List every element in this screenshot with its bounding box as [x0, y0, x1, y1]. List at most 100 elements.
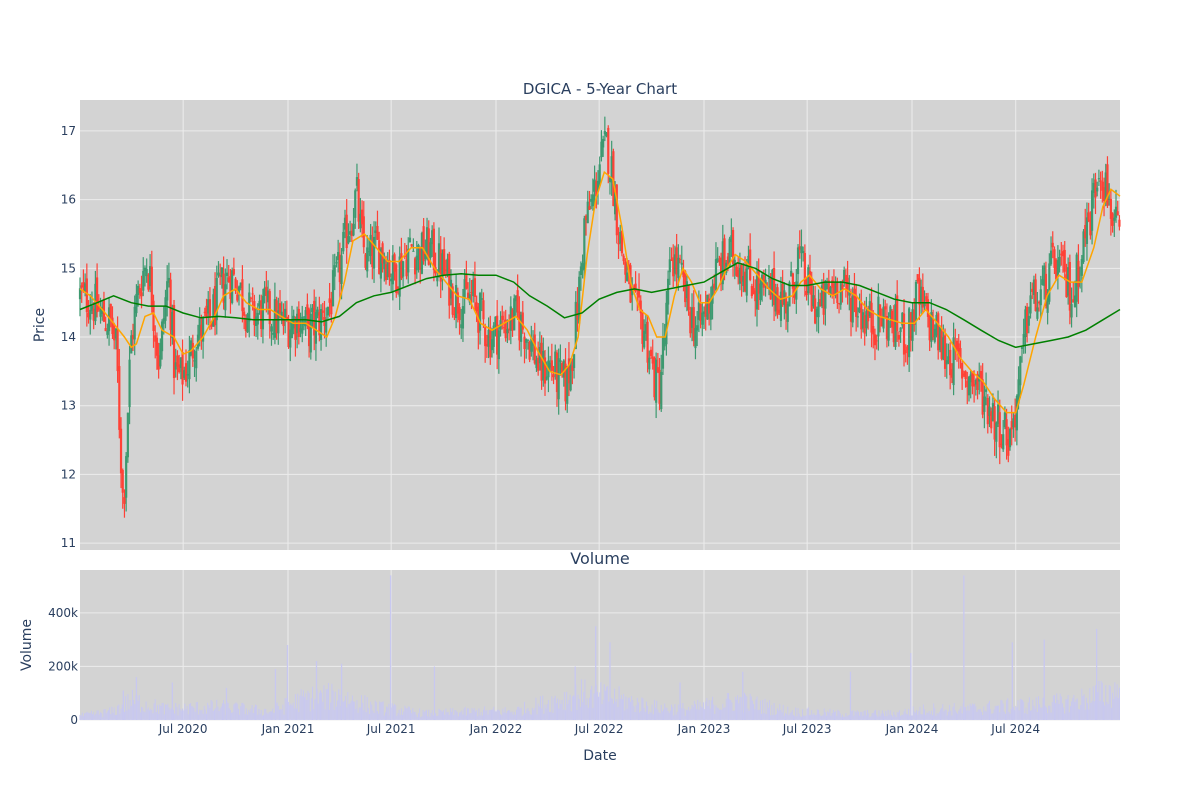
volume-x-tick-label: Jul 2021	[366, 722, 416, 736]
candle-body	[1053, 249, 1056, 268]
candle-body	[567, 358, 571, 384]
candle-body	[318, 312, 321, 336]
candle-body	[195, 351, 198, 369]
candle-body	[340, 255, 343, 284]
candle-body	[774, 291, 777, 312]
candle-body	[737, 269, 740, 278]
candle-body	[572, 354, 576, 369]
candle-body	[694, 327, 697, 349]
volume-x-tick-label: Jul 2022	[574, 722, 624, 736]
candle-body	[644, 324, 647, 334]
candle-body	[470, 292, 473, 294]
candle-body	[482, 300, 485, 320]
candle-body	[526, 339, 530, 341]
volume-x-tick-label: Jul 2020	[158, 722, 208, 736]
candle-body	[1096, 187, 1099, 192]
candle-body	[976, 373, 979, 390]
candle-body	[711, 285, 714, 304]
candle-body	[918, 277, 921, 305]
candle-body	[444, 269, 447, 271]
candle-body	[1017, 379, 1020, 404]
candle-body	[145, 268, 148, 277]
candle-body	[359, 213, 362, 229]
candle-body	[945, 360, 948, 365]
candle-body	[815, 308, 818, 317]
candle-body	[614, 192, 617, 215]
candle-body	[759, 283, 762, 301]
candle-body	[648, 357, 651, 370]
candle-body	[779, 291, 783, 321]
candle-body	[1000, 443, 1003, 445]
candle-body	[402, 261, 405, 277]
candle-body	[1031, 288, 1034, 293]
candle-body	[1073, 295, 1077, 308]
candle-body	[952, 337, 955, 386]
candle-body	[755, 275, 759, 310]
candle-body	[178, 364, 181, 373]
candle-body	[892, 322, 895, 343]
candle-body	[425, 227, 429, 256]
candle-body	[345, 214, 348, 249]
candle-body	[1097, 178, 1101, 180]
candle-body	[200, 324, 203, 341]
candle-body	[97, 306, 100, 310]
candle-body	[543, 357, 547, 384]
candle-body	[427, 228, 430, 265]
candle-body	[743, 271, 747, 292]
candle-body	[966, 380, 969, 388]
candle-body	[884, 306, 887, 310]
candle-body	[475, 302, 478, 312]
candle-body	[116, 330, 119, 372]
candle-body	[1118, 219, 1121, 227]
candle-body	[709, 299, 712, 320]
candle-body	[959, 348, 962, 359]
candle-body	[846, 277, 849, 292]
candle-body	[584, 215, 588, 221]
candle-body	[374, 230, 377, 233]
candle-body	[290, 320, 294, 339]
candle-body	[790, 270, 793, 277]
candle-body	[873, 334, 877, 346]
candle-body	[490, 339, 494, 351]
candle-body	[489, 327, 492, 358]
candle-body	[480, 298, 483, 300]
volume-y-tick-label: 400k	[48, 606, 78, 620]
candle-body	[164, 297, 167, 321]
candle-body	[142, 270, 145, 291]
candle-body	[273, 299, 276, 338]
candle-body	[860, 303, 863, 330]
candle-body	[152, 300, 155, 331]
candle-body	[697, 302, 700, 320]
candle-body	[735, 266, 738, 276]
candle-body	[861, 312, 865, 329]
candle-body	[417, 244, 420, 260]
candle-body	[757, 270, 760, 294]
candle-body	[451, 286, 454, 315]
candle-body	[472, 279, 475, 297]
candle-body	[591, 194, 594, 207]
volume-y-axis-title: Volume	[19, 619, 35, 671]
candle-body	[713, 283, 716, 289]
candle-body	[622, 255, 625, 262]
candle-body	[1002, 434, 1005, 450]
candle-body	[455, 285, 458, 319]
candle-body	[109, 303, 112, 318]
candle-body	[501, 315, 504, 320]
candle-body	[1082, 231, 1085, 262]
candle-body	[1046, 293, 1049, 313]
candle-body	[555, 352, 559, 393]
candle-body	[439, 249, 442, 282]
candle-body	[1051, 242, 1054, 248]
candle-body	[1104, 172, 1107, 202]
candle-body	[880, 317, 883, 327]
candle-body	[381, 243, 384, 264]
candle-body	[762, 275, 765, 288]
candle-body	[603, 130, 606, 135]
candle-body	[119, 428, 123, 474]
candle-body	[422, 226, 425, 262]
candle-body	[651, 356, 654, 364]
candle-body	[733, 259, 736, 267]
candle-body	[726, 256, 730, 264]
